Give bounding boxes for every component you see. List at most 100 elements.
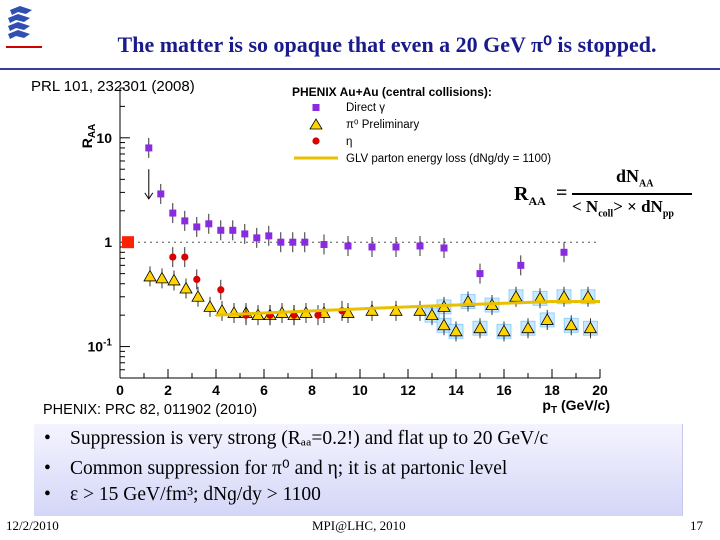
x-tick-label: 20: [592, 382, 608, 398]
bullet-text: ε > 15 GeV/fm³; dNɡ/dy > 1100: [70, 484, 321, 505]
direct-gamma-point: [320, 241, 328, 249]
pi0-point: [179, 281, 193, 294]
legend-label: η: [346, 136, 352, 148]
x-tick-label: 6: [260, 382, 268, 398]
bullet-item: • Common suppression for π⁰ and η; it is …: [44, 456, 507, 480]
pi0-point: [155, 271, 169, 284]
direct-gamma-point: [392, 243, 400, 251]
x-tick-label: 14: [448, 382, 464, 398]
eta-point: [290, 311, 298, 319]
direct-gamma-point: [181, 217, 189, 225]
legend-label: Direct γ: [346, 102, 385, 114]
x-tick-label: 10: [352, 382, 368, 398]
pi0-point: [365, 304, 379, 316]
footer-page-number: 17: [690, 518, 703, 533]
pi0-point: [521, 321, 535, 334]
direct-gamma-point: [368, 243, 376, 251]
pi0-point: [473, 321, 487, 334]
pi0-point: [540, 313, 554, 325]
direct-gamma-point: [205, 220, 213, 228]
bullet-marker: •: [44, 428, 51, 449]
formula-numerator: dNAA: [616, 166, 654, 190]
legend-title: PHENIX Au+Au (central collisions):: [292, 85, 492, 99]
eta-point: [181, 253, 189, 261]
direct-gamma-point: [157, 190, 165, 198]
x-tick-label: 18: [544, 382, 560, 398]
direct-gamma-point: [476, 270, 484, 278]
direct-gamma-point: [145, 144, 153, 152]
pi0-point: [203, 300, 217, 312]
direct-gamma-point: [416, 242, 424, 250]
direct-gamma-point: [217, 226, 225, 234]
pi0-point: [389, 304, 403, 316]
legend-marker: [309, 118, 323, 130]
pi0-point: [497, 324, 511, 337]
bullet-text: Suppression is very strong (Rₐₐ=0.2!) an…: [70, 428, 549, 449]
raa-formula: RAA = dNAA < Ncoll> × dNpp: [512, 166, 692, 226]
direct-gamma-point: [277, 238, 285, 246]
direct-gamma-point: [193, 223, 201, 231]
legend-marker: [312, 104, 320, 111]
direct-gamma-point: [301, 238, 309, 246]
bullet-marker: •: [44, 484, 51, 505]
upper-limit-arrow-head: [144, 192, 154, 200]
bullet-item: • ε > 15 GeV/fm³; dNɡ/dy > 1100: [44, 484, 321, 506]
x-tick-label: 2: [164, 382, 172, 398]
formula-equals: =: [556, 182, 568, 204]
x-tick-label: 12: [400, 382, 416, 398]
eta-point: [217, 286, 225, 294]
formula-lhs: RAA: [514, 183, 546, 208]
bullet-text: Common suppression for π⁰ and η; it is a…: [70, 458, 508, 479]
pi0-point: [437, 318, 451, 331]
direct-gamma-point: [289, 238, 297, 246]
formula-denominator: < Ncoll> × dNpp: [572, 197, 674, 220]
pi0-point: [564, 318, 578, 331]
pi0-point: [413, 304, 427, 316]
legend-label: π⁰ Preliminary: [346, 119, 420, 131]
direct-gamma-point: [265, 232, 273, 240]
university-logo-icon: [4, 4, 44, 52]
y-tick-label: 10: [96, 130, 112, 146]
reference-top: PRL 101, 232301 (2008): [31, 78, 195, 95]
direct-gamma-point: [253, 234, 261, 242]
pi0-point: [583, 321, 598, 334]
direct-gamma-point: [229, 226, 237, 234]
reference-bottom: PHENIX: PRC 82, 011902 (2010): [43, 402, 258, 418]
pi0-point: [143, 269, 157, 282]
formula-fraction-bar: [572, 193, 692, 195]
direct-gamma-point: [169, 209, 177, 217]
slide-title: The matter is so opaque that even a 20 G…: [117, 32, 657, 57]
logo-graphic: [6, 6, 42, 48]
x-tick-label: 4: [212, 382, 220, 398]
direct-gamma-point: [440, 244, 448, 252]
pi0-point: [449, 324, 463, 337]
x-tick-label: 0: [116, 382, 124, 398]
x-tick-label: 16: [496, 382, 512, 398]
y-axis-label: RAA: [79, 124, 98, 149]
x-tick-label: 8: [308, 382, 316, 398]
legend-label: GLV parton energy loss (dNɡ/dy = 1100): [346, 153, 551, 165]
footer-date: 12/2/2010: [6, 518, 59, 533]
y-tick-label: 10-1: [88, 338, 113, 355]
pi0-point: [167, 273, 181, 286]
direct-gamma-point: [241, 230, 249, 238]
glv-theory-curve: [215, 300, 600, 317]
direct-gamma-point: [517, 261, 525, 269]
footer-center: MPI@LHC, 2010: [312, 518, 406, 533]
direct-gamma-point: [560, 248, 568, 256]
pi0-point: [425, 308, 439, 321]
title-underline: [0, 68, 720, 70]
y-tick-label: 1: [104, 234, 112, 250]
bullet-list: • Suppression is very strong (Rₐₐ=0.2!) a…: [34, 424, 683, 516]
bullet-marker: •: [44, 458, 51, 479]
direct-gamma-point: [344, 242, 352, 250]
raa-chart: 0 2 4 6 8 10 12 14 16 18 20 10 1 10-1 RAA pT (GeV/c) PHE…: [79, 83, 610, 416]
legend-box: [291, 83, 603, 165]
pi0-point: [509, 289, 523, 302]
eta-point: [193, 275, 201, 284]
eta-point: [314, 311, 322, 319]
x-axis-label: pT (GeV/c): [542, 397, 610, 416]
unity-marker: [122, 236, 134, 249]
pi0-point: [191, 289, 205, 302]
eta-point: [169, 253, 177, 261]
